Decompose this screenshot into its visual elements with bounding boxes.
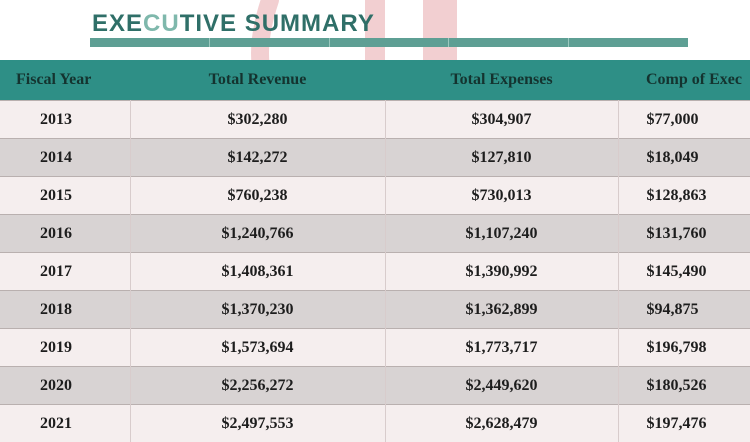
table-row: 2014 $142,272 $127,810 $18,049 <box>0 139 750 177</box>
column-header-total-expenses: Total Expenses <box>385 60 618 101</box>
table-row: 2016 $1,240,766 $1,107,240 $131,760 <box>0 215 750 253</box>
title-underline <box>90 38 688 47</box>
cell-total-revenue: $2,256,272 <box>130 367 385 405</box>
cell-total-expenses: $304,907 <box>385 101 618 139</box>
executive-summary-table: Fiscal Year Total Revenue Total Expenses… <box>0 60 750 442</box>
table-row: 2017 $1,408,361 $1,390,992 $145,490 <box>0 253 750 291</box>
column-header-total-revenue: Total Revenue <box>130 60 385 101</box>
cell-total-revenue: $1,240,766 <box>130 215 385 253</box>
cell-fiscal-year: 2016 <box>0 215 130 253</box>
cell-total-revenue: $2,497,553 <box>130 405 385 442</box>
cell-fiscal-year: 2017 <box>0 253 130 291</box>
column-header-fiscal-year: Fiscal Year <box>0 60 130 101</box>
cell-comp-of-exec: $180,526 <box>618 367 750 405</box>
page-title: EXECUTIVE SUMMARY <box>92 10 375 38</box>
cell-total-expenses: $127,810 <box>385 139 618 177</box>
cell-total-expenses: $730,013 <box>385 177 618 215</box>
cell-fiscal-year: 2015 <box>0 177 130 215</box>
table-row: 2021 $2,497,553 $2,628,479 $197,476 <box>0 405 750 442</box>
cell-comp-of-exec: $145,490 <box>618 253 750 291</box>
cell-total-expenses: $1,390,992 <box>385 253 618 291</box>
cell-fiscal-year: 2014 <box>0 139 130 177</box>
title-part-dark-2: TIVE SUMMARY <box>180 10 375 37</box>
cell-comp-of-exec: $131,760 <box>618 215 750 253</box>
cell-total-expenses: $1,107,240 <box>385 215 618 253</box>
column-header-comp-of-exec: Comp of Exec <box>618 60 750 101</box>
table-row: 2018 $1,370,230 $1,362,899 $94,875 <box>0 291 750 329</box>
cell-fiscal-year: 2019 <box>0 329 130 367</box>
cell-total-expenses: $2,628,479 <box>385 405 618 442</box>
cell-total-revenue: $302,280 <box>130 101 385 139</box>
cell-total-revenue: $1,408,361 <box>130 253 385 291</box>
cell-comp-of-exec: $196,798 <box>618 329 750 367</box>
cell-comp-of-exec: $94,875 <box>618 291 750 329</box>
title-part-light: CU <box>143 10 180 37</box>
cell-total-revenue: $1,370,230 <box>130 291 385 329</box>
cell-total-expenses: $2,449,620 <box>385 367 618 405</box>
table-row: 2015 $760,238 $730,013 $128,863 <box>0 177 750 215</box>
table-header-row: Fiscal Year Total Revenue Total Expenses… <box>0 60 750 101</box>
cell-total-revenue: $1,573,694 <box>130 329 385 367</box>
table-row: 2020 $2,256,272 $2,449,620 $180,526 <box>0 367 750 405</box>
cell-fiscal-year: 2021 <box>0 405 130 442</box>
title-part-dark: EXE <box>92 10 143 37</box>
cell-comp-of-exec: $77,000 <box>618 101 750 139</box>
cell-comp-of-exec: $197,476 <box>618 405 750 442</box>
table-row: 2013 $302,280 $304,907 $77,000 <box>0 101 750 139</box>
cell-fiscal-year: 2020 <box>0 367 130 405</box>
cell-total-revenue: $142,272 <box>130 139 385 177</box>
cell-comp-of-exec: $128,863 <box>618 177 750 215</box>
cell-total-expenses: $1,773,717 <box>385 329 618 367</box>
cell-fiscal-year: 2018 <box>0 291 130 329</box>
cell-comp-of-exec: $18,049 <box>618 139 750 177</box>
table-row: 2019 $1,573,694 $1,773,717 $196,798 <box>0 329 750 367</box>
cell-total-revenue: $760,238 <box>130 177 385 215</box>
cell-total-expenses: $1,362,899 <box>385 291 618 329</box>
cell-fiscal-year: 2013 <box>0 101 130 139</box>
